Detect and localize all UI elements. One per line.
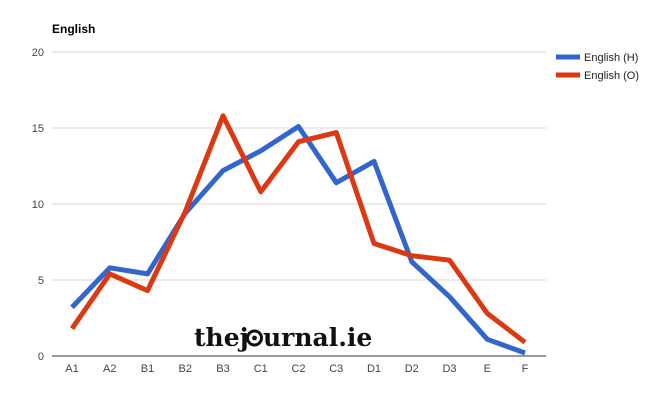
y-tick-label: 20 bbox=[32, 47, 44, 59]
y-tick-label: 10 bbox=[32, 199, 44, 211]
legend-label: English (O) bbox=[584, 70, 639, 82]
watermark-text-part-1: thej bbox=[194, 323, 249, 352]
x-tick-label: B3 bbox=[216, 363, 229, 375]
watermark-logo: thej urnal.ie bbox=[194, 323, 372, 352]
x-tick-label: E bbox=[484, 363, 491, 375]
x-tick-label: D2 bbox=[405, 363, 419, 375]
x-tick-label: A1 bbox=[65, 363, 78, 375]
watermark-o-icon bbox=[246, 329, 263, 347]
x-tick-label: C3 bbox=[329, 363, 343, 375]
y-tick-label: 0 bbox=[38, 351, 44, 363]
chart-title: English bbox=[52, 22, 95, 36]
y-tick-label: 15 bbox=[32, 123, 44, 135]
x-tick-label: A2 bbox=[103, 363, 116, 375]
legend: English (H) English (O) bbox=[556, 52, 639, 82]
x-tick-label: F bbox=[522, 363, 529, 375]
x-tick-label: D1 bbox=[367, 363, 381, 375]
grid bbox=[52, 51, 546, 281]
x-tick-label: D3 bbox=[442, 363, 456, 375]
x-tick-label: B1 bbox=[141, 363, 154, 375]
x-tick-label: B2 bbox=[179, 363, 192, 375]
series-line-1 bbox=[70, 124, 526, 356]
x-tick-label: C1 bbox=[254, 363, 268, 375]
series bbox=[69, 113, 527, 356]
x-tick-label: C2 bbox=[291, 363, 305, 375]
axes: 0 5 10 15 20 A1 A2 B1 B2 B3 C1 C2 C3 D1 D2 D3 E F bbox=[32, 47, 546, 375]
watermark-text-part-2: urnal.ie bbox=[263, 323, 372, 352]
y-tick-label: 5 bbox=[38, 275, 44, 287]
legend-label: English (H) bbox=[584, 52, 638, 64]
series-line-2 bbox=[69, 113, 527, 345]
